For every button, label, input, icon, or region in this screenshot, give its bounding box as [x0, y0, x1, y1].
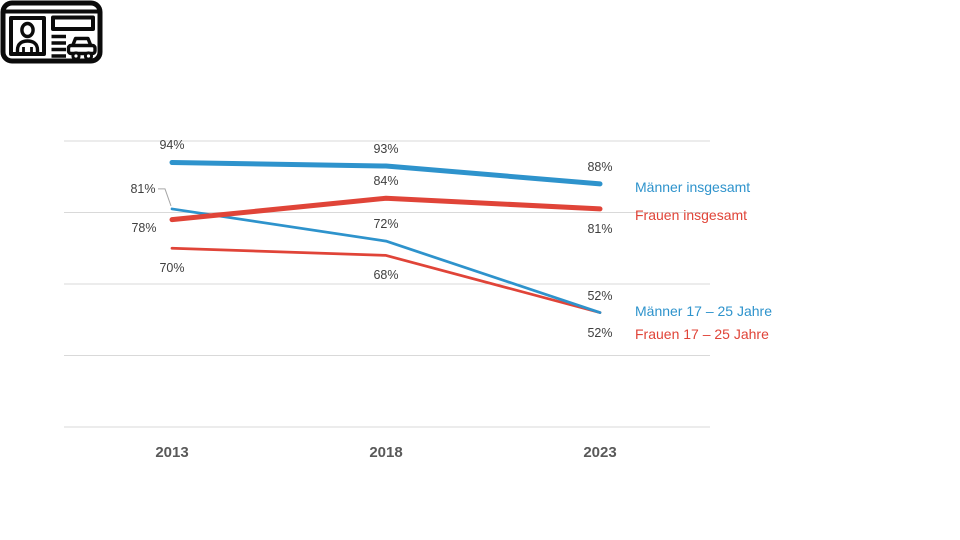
x-axis-label-2018: 2018: [369, 444, 403, 461]
label-leader-line: [158, 188, 172, 207]
series-label-frauen-17-25: Frauen 17 – 25 Jahre: [635, 326, 769, 342]
car-wheel-icon: [71, 51, 81, 61]
license-card-outline: [0, 0, 103, 64]
car-body-icon: [66, 43, 97, 56]
license-name-field: [51, 15, 95, 31]
license-text-lines: [51, 34, 66, 58]
x-axis-label-2023: 2023: [583, 444, 617, 461]
car-cabin-icon: [70, 36, 93, 47]
person-head-icon: [20, 21, 35, 39]
person-body-icon: [15, 39, 40, 54]
series-label-maenner-insgesamt: Männer insgesamt: [635, 179, 751, 195]
x-axis-label-2013: 2013: [155, 444, 189, 461]
series-label-frauen-insgesamt: Frauen insgesamt: [635, 207, 748, 223]
series-line-2: [170, 207, 602, 314]
series-line-1: [169, 195, 603, 223]
series-line-3: [170, 246, 602, 314]
license-photo-frame: [9, 16, 46, 56]
drivers-license-icon: [0, 0, 103, 64]
person-collar-lines: [22, 47, 33, 54]
car-wheel-icon: [83, 51, 94, 61]
series-line-0: [169, 159, 603, 187]
series-label-maenner-17-25: Männer 17 – 25 Jahre: [635, 303, 772, 319]
